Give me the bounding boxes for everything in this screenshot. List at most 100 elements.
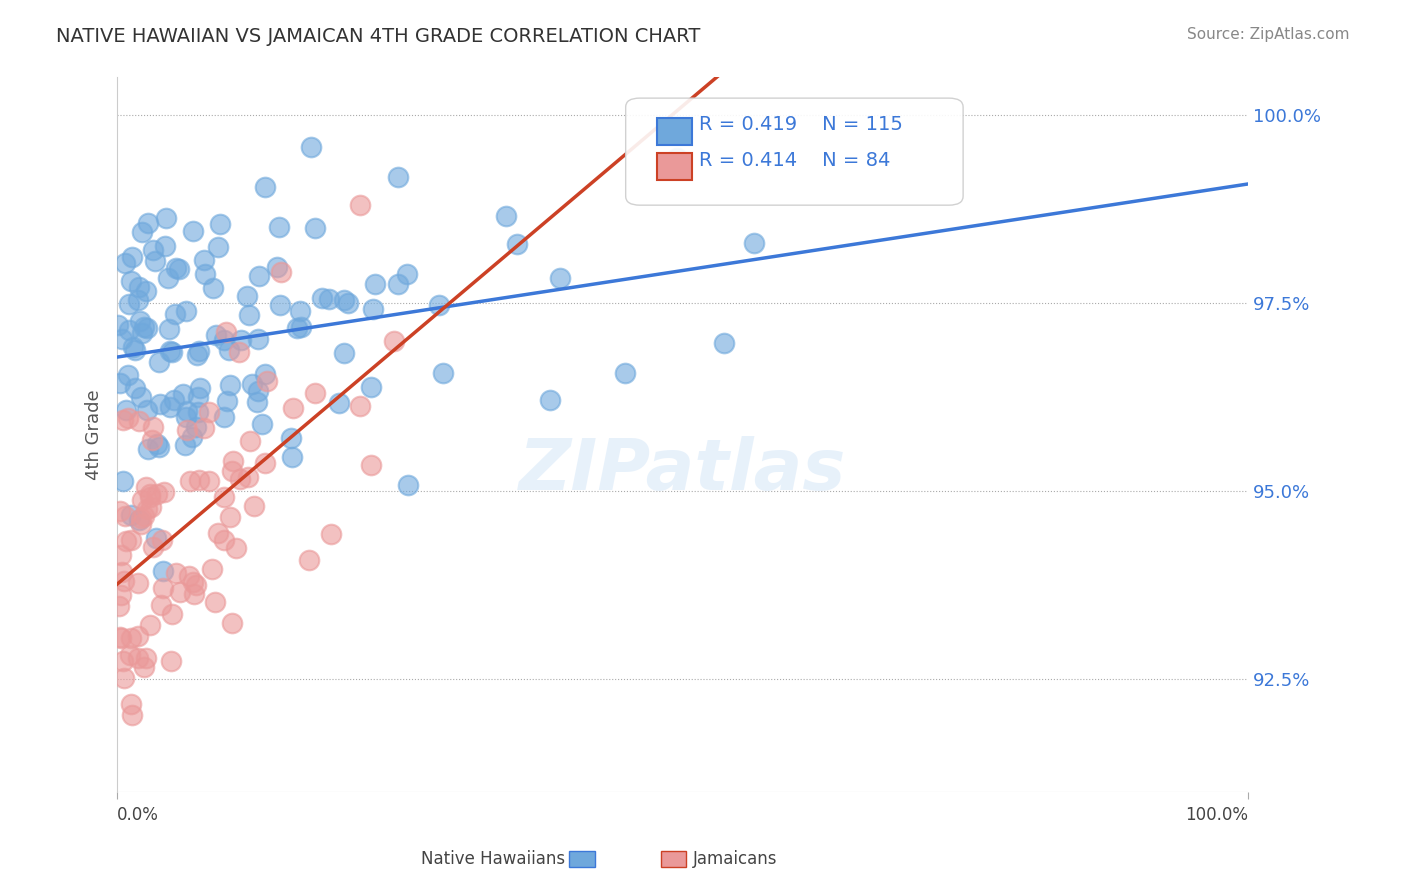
Point [139,490,162,504]
Point [181,575,204,590]
Point [228,472,250,486]
Point [112,413,135,427]
Point [169,261,191,276]
Point [141,500,163,514]
Point [360,380,382,394]
Point [120,697,142,711]
Point [111,474,134,488]
Point [153,238,176,252]
Point [129,511,152,525]
Point [176,403,198,417]
Point [613,366,636,380]
Point [228,345,250,359]
Point [155,211,177,225]
Point [198,405,221,419]
Point [120,275,142,289]
Point [108,504,131,518]
Point [177,569,200,583]
Y-axis label: 4th Grade: 4th Grade [86,389,103,480]
Point [136,442,159,457]
Point [205,327,228,342]
Point [131,492,153,507]
Point [121,250,143,264]
Point [214,533,236,547]
Text: R = 0.414    N = 84: R = 0.414 N = 84 [699,151,890,170]
Point [115,403,138,417]
Point [204,595,226,609]
Text: NATIVE HAWAIIAN VS JAMAICAN 4TH GRADE CORRELATION CHART: NATIVE HAWAIIAN VS JAMAICAN 4TH GRADE CO… [56,27,700,45]
Point [110,332,132,346]
Text: R = 0.419    N = 115: R = 0.419 N = 115 [699,115,903,135]
Point [298,553,321,567]
Point [665,151,688,165]
Point [121,708,143,723]
Point [114,534,136,549]
Point [174,409,197,424]
Point [128,280,150,294]
Point [208,217,231,231]
Point [134,660,156,674]
Point [111,566,134,580]
Point [318,293,340,307]
Point [201,281,224,295]
Point [266,260,288,275]
Point [253,368,276,382]
Point [243,499,266,513]
Point [128,413,150,427]
Point [124,343,146,357]
Point [143,253,166,268]
Point [127,650,149,665]
Point [229,333,252,347]
Point [238,470,260,484]
Point [136,320,159,334]
Point [127,576,149,591]
Point [214,490,236,504]
Point [157,322,180,336]
Point [742,235,765,250]
Point [174,438,197,452]
Point [122,340,145,354]
Point [193,421,215,435]
Point [134,508,156,523]
Point [218,378,240,392]
Point [174,303,197,318]
Point [120,508,142,523]
Point [163,392,186,407]
Point [215,325,238,339]
Point [139,487,162,501]
Point [713,336,735,351]
Point [432,366,454,380]
Point [146,487,169,501]
Point [548,271,571,285]
Point [212,333,235,347]
Point [186,578,208,592]
Point [118,323,141,337]
Point [207,525,229,540]
Point [186,348,208,362]
Point [201,562,224,576]
Text: ZIPatlas: ZIPatlas [519,436,846,505]
Point [110,589,132,603]
Text: Native Hawaiians: Native Hawaiians [420,850,565,868]
Point [145,531,167,545]
Point [142,420,165,434]
Point [149,397,172,411]
Point [127,629,149,643]
Point [129,390,152,404]
Point [332,346,354,360]
Point [360,458,382,473]
Point [166,566,188,580]
Point [225,541,247,555]
Point [108,630,131,644]
Point [148,440,170,454]
Point [193,253,215,268]
Point [124,381,146,395]
Point [141,434,163,448]
Point [148,355,170,369]
Point [395,267,418,281]
Point [163,307,186,321]
Point [135,650,157,665]
Point [506,237,529,252]
Point [349,198,371,212]
Point [281,401,304,415]
